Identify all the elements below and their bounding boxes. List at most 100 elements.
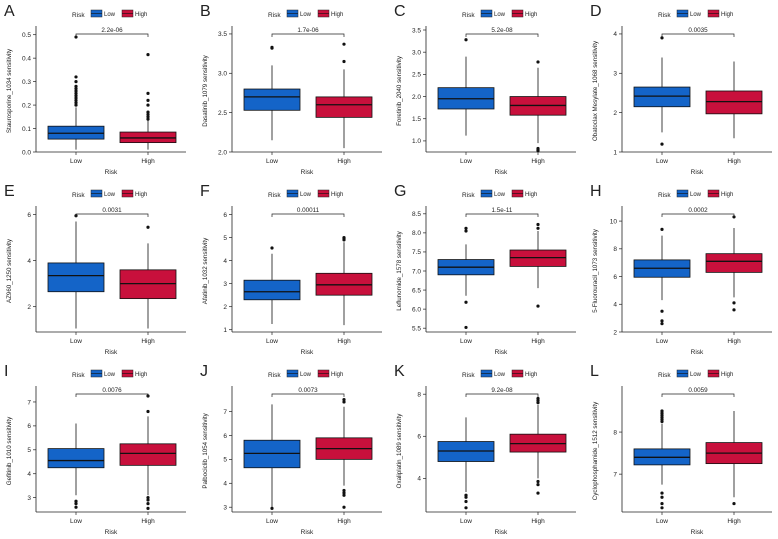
legend-title: Risk: [658, 192, 671, 199]
outlier-point: [146, 117, 150, 121]
y-tick-label: 6.0: [412, 306, 421, 313]
p-value-label: 0.0073: [298, 387, 318, 394]
significance-bracket: [661, 213, 735, 217]
outlier-point: [74, 35, 78, 39]
legend-title: Risk: [462, 12, 475, 19]
legend-title: Risk: [462, 192, 475, 199]
y-tick-label: 6: [223, 433, 227, 440]
y-tick-label: 7.0: [412, 268, 421, 275]
y-axis-label: Gefitinib_1010 sensitivity: [6, 416, 13, 485]
outlier-point: [74, 87, 78, 91]
x-axis-label: Risk: [495, 529, 508, 536]
y-tick-label: 7: [223, 409, 227, 416]
box-body: [47, 262, 105, 293]
x-axis-label: Risk: [301, 349, 314, 356]
y-tick-label: 10: [610, 218, 618, 225]
outlier-point: [146, 506, 150, 511]
y-tick-label: 2.0: [412, 94, 421, 101]
legend-label-high: High: [135, 12, 147, 18]
box-high: [509, 222, 567, 308]
x-tick-label: High: [141, 338, 155, 345]
significance-bracket: [661, 33, 735, 37]
panel-letter: D: [590, 3, 602, 20]
outlier-point: [732, 308, 736, 312]
outlier-point: [146, 112, 150, 117]
outlier-point: [146, 496, 150, 500]
panel-letter: G: [394, 183, 406, 200]
box-high: [119, 53, 177, 150]
x-tick-label: Low: [266, 158, 278, 165]
box-body: [243, 279, 301, 301]
legend-label-low: Low: [104, 372, 116, 378]
legend-title: Risk: [268, 12, 281, 19]
box-high: [119, 394, 177, 511]
significance-bracket: [465, 33, 539, 37]
x-tick-label: High: [727, 518, 741, 525]
x-tick-label: High: [727, 338, 741, 345]
box-body: [315, 96, 373, 118]
legend-title: Risk: [72, 12, 85, 19]
box-body: [705, 253, 763, 273]
p-value-label: 0.0035: [688, 27, 708, 34]
outlier-point: [74, 84, 78, 88]
outlier-point: [74, 98, 78, 102]
outlier-point: [74, 502, 78, 506]
y-axis-label: Oxaliplatin_1089 sensitivity: [396, 413, 403, 489]
box-low: [47, 423, 105, 509]
outlier-point: [660, 506, 664, 510]
box-low: [633, 227, 691, 326]
legend-label-low: Low: [104, 12, 116, 18]
y-tick-label: 0.0: [22, 149, 31, 156]
y-tick-label: 4: [613, 31, 617, 38]
box-high: [705, 411, 763, 506]
outlier-point: [660, 409, 664, 413]
x-tick-label: High: [337, 338, 351, 345]
y-tick-label: 0.3: [22, 79, 31, 86]
box-body: [47, 448, 105, 469]
box-low: [633, 409, 691, 510]
panel-l: L Risk Low High 7 8 Cyclophosphamide_1512 sens…: [590, 363, 772, 536]
x-axis-label: Risk: [691, 349, 704, 356]
outlier-point: [342, 488, 346, 493]
outlier-point: [342, 397, 346, 402]
y-tick-label: 2: [613, 110, 617, 117]
significance-bracket: [661, 393, 735, 397]
panel-e: E Risk Low High 2 4 6 AZ960_1250 sensitivity Low…: [4, 183, 186, 356]
box-low: [437, 38, 495, 136]
x-axis-label: Risk: [105, 349, 118, 356]
panel-letter: L: [590, 363, 599, 380]
p-value-label: 0.0076: [102, 387, 122, 394]
outlier-point: [74, 101, 78, 105]
box-low: [243, 246, 301, 324]
panel-letter: H: [590, 183, 602, 200]
x-tick-label: High: [337, 518, 351, 525]
x-tick-label: Low: [460, 158, 472, 165]
outlier-point: [146, 103, 150, 107]
x-tick-label: Low: [656, 518, 668, 525]
y-tick-label: 3.0: [412, 49, 421, 56]
panel-b: B Risk Low High 2.0 2.5 3.0 3.5 Dasatinib_1079 s…: [200, 3, 382, 176]
x-axis-label: Risk: [691, 169, 704, 176]
legend-label-high: High: [525, 12, 537, 18]
panel-letter: J: [200, 363, 208, 380]
p-value-label: 2.2e-06: [101, 27, 123, 34]
significance-bracket: [75, 213, 149, 217]
legend-label-low: Low: [300, 12, 312, 18]
y-tick-label: 2.5: [412, 72, 421, 79]
box-high: [509, 396, 567, 495]
y-tick-label: 6: [613, 274, 617, 281]
panel-d: D Risk Low High 1 2 3 4 Obatoclax Mesylate_1068 …: [590, 3, 772, 176]
legend-label-low: Low: [690, 12, 702, 18]
y-axis-label: Afatinib_1032 sensitivity: [202, 237, 209, 304]
y-tick-label: 5: [27, 447, 31, 454]
outlier-point: [536, 479, 540, 484]
y-tick-label: 4: [613, 302, 617, 309]
legend-label-high: High: [721, 12, 733, 18]
y-axis-label: Leflunomide_1578 sensitivity: [396, 230, 403, 310]
y-tick-label: 3: [613, 71, 617, 78]
outlier-point: [536, 60, 540, 64]
legend-label-high: High: [525, 192, 537, 198]
panel-f: F Risk Low High 1 2 3 4 5 6 Afatinib_1032 sensitiv…: [200, 183, 382, 356]
y-axis-label: Foretinib_2040 sensitivity: [396, 55, 403, 126]
outlier-point: [536, 483, 540, 487]
